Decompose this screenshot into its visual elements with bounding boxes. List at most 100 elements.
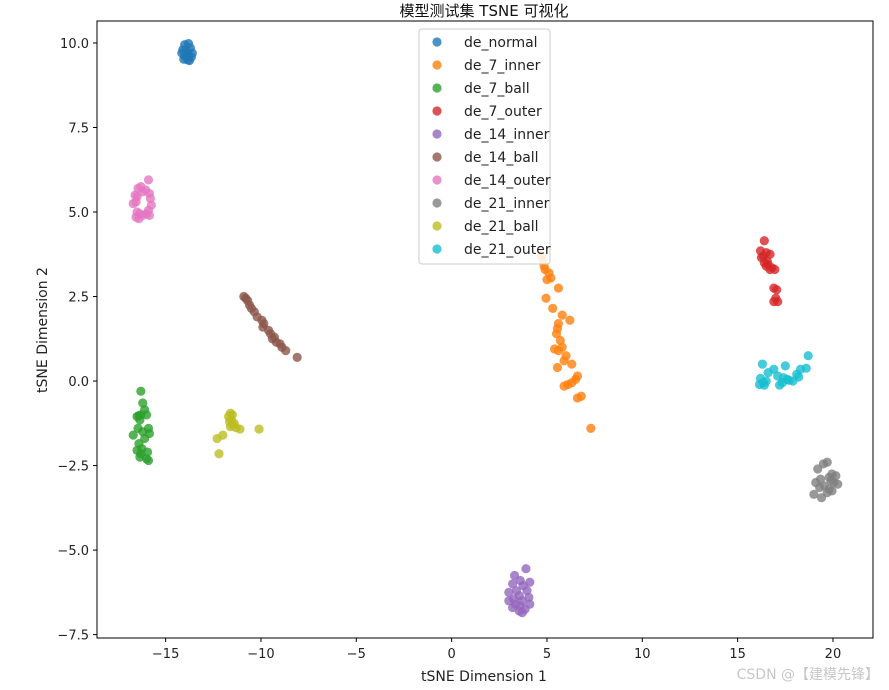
- y-tick-label: 0.0: [68, 375, 89, 390]
- legend-marker: [432, 106, 442, 116]
- point-de_21_outer-6: [763, 368, 773, 378]
- y-axis-label: tSNE Dimension 2: [35, 267, 51, 393]
- point-de_21_outer-1: [757, 359, 768, 369]
- x-tick-label: −5: [347, 647, 366, 662]
- legend-label: de_21_outer: [464, 242, 551, 258]
- y-tick-label: 2.5: [68, 291, 89, 306]
- point-de_7_inner-27: [559, 381, 569, 391]
- point-de_21_ball-12: [212, 433, 222, 444]
- point-de_7_outer-0: [759, 236, 769, 246]
- point-de_7_inner-22: [552, 362, 563, 373]
- point-de_7_ball-6: [141, 410, 152, 420]
- x-tick-label: 20: [825, 647, 842, 662]
- legend-marker: [432, 37, 442, 47]
- legend-item-de_14_outer: de_14_outer: [432, 173, 551, 189]
- x-tick-label: 10: [634, 647, 651, 662]
- point-de_21_inner-10: [833, 479, 843, 489]
- legend-label: de_21_inner: [464, 196, 550, 212]
- series-de_normal: [177, 39, 197, 66]
- series-de_7_ball: [128, 386, 155, 466]
- point-de_7_inner-29: [572, 393, 583, 403]
- point-de_14_inner-3: [508, 579, 518, 589]
- legend-label: de_21_ball: [464, 219, 539, 235]
- chart-title: 模型测试集 TSNE 可视化: [400, 2, 569, 20]
- point-de_14_inner-0: [521, 564, 531, 574]
- legend-label: de_7_inner: [464, 58, 541, 74]
- legend-label: de_14_outer: [464, 173, 551, 189]
- point-de_7_ball-18: [142, 447, 153, 457]
- legend-box: [418, 28, 551, 265]
- legend-item-de_7_outer: de_7_outer: [432, 104, 542, 120]
- point-de_7_inner-20: [559, 356, 569, 366]
- series-de_7_inner: [536, 251, 596, 433]
- point-de_21_ball-10: [254, 424, 264, 434]
- x-tick-label: 15: [729, 647, 746, 662]
- point-de_21_inner-12: [815, 482, 825, 493]
- x-tick-label: 0: [447, 647, 455, 662]
- series-de_14_outer: [128, 175, 156, 224]
- series-de_21_outer: [754, 351, 813, 390]
- point-de_7_inner-11: [565, 315, 575, 325]
- point-de_14_ball-18: [292, 352, 302, 362]
- y-tick-label: 7.5: [68, 121, 89, 136]
- watermark: CSDN @【建模先锋】: [736, 667, 879, 683]
- legend-marker: [432, 175, 442, 185]
- legend-marker: [432, 60, 442, 70]
- point-de_7_inner-9: [548, 303, 558, 313]
- point-de_7_ball-12: [128, 430, 138, 440]
- legend-marker: [432, 244, 442, 254]
- y-tick-label: 5.0: [68, 206, 89, 221]
- legend-item-de_21_ball: de_21_ball: [432, 219, 539, 235]
- y-tick-label: −2.5: [57, 460, 89, 475]
- point-de_21_inner-16: [809, 489, 819, 499]
- point-de_14_outer-10: [128, 198, 138, 209]
- point-de_7_inner-18: [553, 346, 564, 356]
- y-axis-ticks: −7.5 −5.0 −2.5 0.0 2.5 5.0 7.5 10.0: [57, 37, 97, 644]
- legend-item-de_normal: de_normal: [432, 35, 538, 51]
- x-tick-label: 5: [543, 647, 551, 662]
- point-de_14_outer-0: [143, 175, 154, 185]
- point-de_7_inner-21: [567, 359, 577, 369]
- legend-label: de_7_outer: [464, 104, 542, 120]
- point-de_14_inner-8: [504, 587, 514, 597]
- legend-marker: [432, 221, 442, 231]
- point-de_21_outer-20: [759, 380, 769, 390]
- point-de_14_ball-9: [259, 318, 269, 329]
- point-de_21_ball-9: [235, 424, 245, 434]
- point-de_7_inner-7: [553, 283, 564, 293]
- point-de_7_outer-14: [772, 285, 782, 295]
- legend-label: de_14_ball: [464, 150, 539, 166]
- scatter-points: [128, 39, 843, 618]
- legend-marker: [432, 152, 442, 162]
- series-de_21_ball: [212, 408, 264, 459]
- point-de_7_inner-10: [557, 310, 567, 320]
- point-de_21_inner-2: [813, 464, 823, 474]
- y-tick-label: 10.0: [60, 37, 89, 52]
- legend-marker: [432, 198, 442, 208]
- point-de_7_inner-6: [546, 273, 556, 283]
- point-de_21_outer-0: [803, 351, 813, 361]
- legend: de_normal de_7_inner de_7_ball de_7_outerde…: [418, 28, 551, 265]
- legend-marker: [432, 83, 442, 93]
- x-axis-label: tSNE Dimension 1: [421, 669, 547, 685]
- series-de_14_ball: [239, 291, 302, 362]
- legend-item-de_7_ball: de_7_ball: [432, 81, 530, 97]
- point-de_7_inner-30: [586, 423, 596, 433]
- point-de_14_ball-17: [281, 346, 291, 356]
- x-axis-ticks: −15 −10 −5 0 5 10 15 20: [152, 638, 841, 662]
- point-de_21_inner-17: [816, 493, 827, 503]
- point-de_normal-13: [177, 48, 187, 58]
- point-de_7_ball-0: [136, 386, 146, 396]
- point-de_7_outer-17: [773, 297, 783, 307]
- plot-frame: [96, 20, 874, 639]
- series-de_7_outer: [755, 236, 783, 307]
- point-de_21_outer-2: [780, 361, 790, 371]
- point-de_7_inner-14: [551, 329, 562, 339]
- legend-label: de_7_ball: [464, 81, 530, 97]
- point-de_14_outer-8: [145, 193, 155, 204]
- point-de_14_outer-19: [134, 214, 144, 224]
- point-de_7_ball-7: [135, 415, 145, 425]
- point-de_21_outer-4: [801, 363, 811, 373]
- legend-item-de_21_inner: de_21_inner: [432, 196, 550, 212]
